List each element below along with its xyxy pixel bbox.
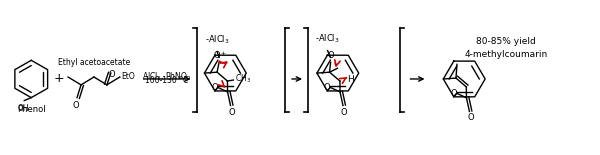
Text: EtO: EtO [121, 71, 134, 81]
Text: Ethyl acetoacetate: Ethyl acetoacetate [58, 58, 130, 67]
Text: 80-85% yield: 80-85% yield [476, 37, 536, 46]
Text: O: O [73, 101, 79, 110]
Text: O$^+$: O$^+$ [213, 50, 227, 61]
Text: O: O [324, 83, 331, 92]
Text: -AlCl$_3$: -AlCl$_3$ [205, 33, 229, 46]
Text: Phenol: Phenol [17, 104, 46, 113]
Text: H: H [347, 75, 353, 84]
Text: -AlCl$_3$: -AlCl$_3$ [315, 32, 340, 45]
Text: O: O [341, 108, 347, 117]
Text: OH: OH [17, 104, 29, 113]
Text: O: O [450, 89, 457, 98]
Text: O: O [228, 108, 235, 117]
Text: O: O [467, 113, 474, 122]
Text: CH$_3$: CH$_3$ [235, 73, 251, 85]
Text: O: O [327, 51, 334, 60]
Text: O: O [109, 70, 115, 79]
Text: AlCl$_3$, PhNO$_2$: AlCl$_3$, PhNO$_2$ [142, 70, 192, 83]
Text: 4-methylcoumarin: 4-methylcoumarin [464, 49, 548, 58]
Text: O: O [211, 83, 218, 92]
Text: 100-130 °C: 100-130 °C [145, 76, 189, 85]
Text: +: + [54, 73, 64, 85]
